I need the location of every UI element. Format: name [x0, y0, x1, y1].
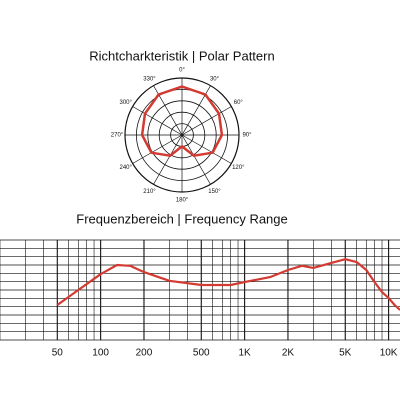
angle-label: 210° — [143, 189, 156, 195]
angle-label: 30° — [210, 76, 220, 82]
angle-label: 120° — [232, 165, 245, 171]
x-tick-label: 200 — [136, 348, 153, 359]
x-tick-label: 500 — [193, 348, 210, 359]
angle-label: 150° — [208, 189, 221, 195]
x-tick-label: 5K — [339, 348, 352, 359]
angle-label: 60° — [234, 100, 244, 106]
x-tick-label: 2K — [282, 348, 295, 359]
polar-spoke — [181, 134, 211, 185]
response-curve — [56, 258, 400, 311]
angle-label: 300° — [119, 100, 132, 106]
x-tick-label: 100 — [92, 348, 109, 359]
polar-spoke — [153, 134, 183, 185]
angle-label: 240° — [119, 165, 132, 171]
x-tick-label: 50 — [52, 348, 64, 359]
polar-spoke — [132, 134, 183, 164]
angle-label: 90° — [242, 133, 252, 139]
polar-curve — [140, 85, 224, 157]
angle-label: 0° — [179, 68, 185, 74]
x-tick-label: 1K — [239, 348, 252, 359]
polar-spoke — [132, 106, 183, 136]
angle-label: 330° — [143, 76, 156, 82]
polar-spoke — [181, 134, 232, 164]
angle-label: 180° — [176, 198, 189, 204]
frequency-title: Frequenzbereich | Frequency Range — [76, 211, 288, 226]
x-tick-label: 10K — [380, 348, 398, 359]
angle-label: 270° — [111, 133, 124, 139]
polar-title: Richtcharkteristik | Polar Pattern — [89, 48, 274, 63]
polar-spoke — [181, 106, 232, 136]
